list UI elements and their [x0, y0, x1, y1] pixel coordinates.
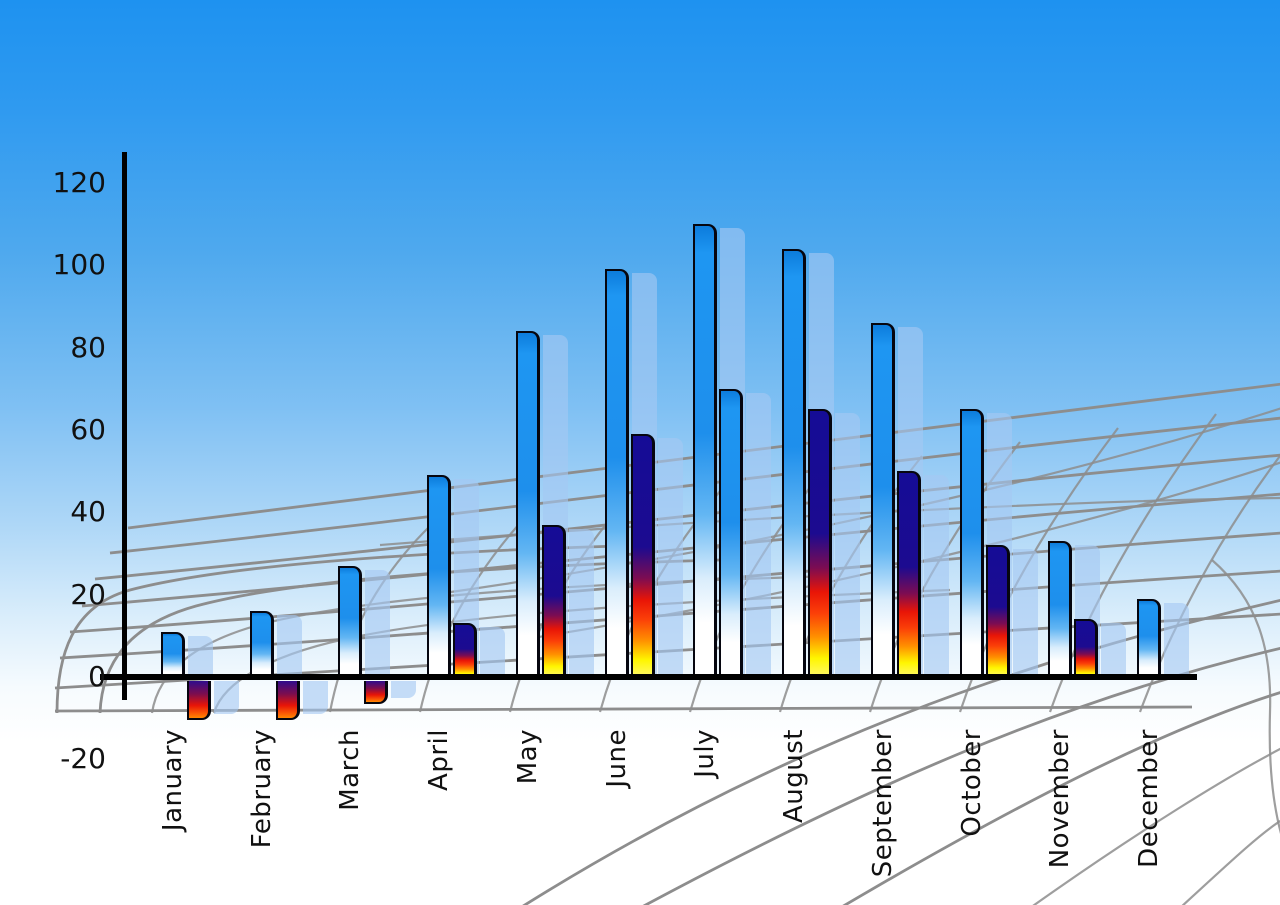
shadow-february-secondary	[303, 681, 328, 714]
shadow-october-secondary	[1013, 549, 1038, 677]
bar-august-primary	[782, 249, 806, 677]
bar-june-secondary	[631, 434, 655, 677]
bar-april-primary	[427, 475, 451, 677]
x-tick-label-june: June	[602, 729, 632, 788]
bar-february-primary	[250, 611, 274, 677]
shadow-september-secondary	[924, 475, 949, 677]
bar-september-secondary	[897, 471, 921, 677]
x-tick-label-december: December	[1134, 729, 1164, 868]
bar-march-secondary	[364, 681, 388, 704]
bar-november-primary	[1048, 541, 1072, 677]
x-tick-label-october: October	[957, 729, 987, 837]
y-tick-label-0: 0	[88, 660, 106, 693]
shadow-january-secondary	[214, 681, 239, 714]
x-tick-label-may: May	[513, 729, 543, 785]
shadow-march-secondary	[391, 681, 416, 698]
x-tick-label-august: August	[779, 729, 809, 823]
y-tick-label-60: 60	[70, 413, 106, 446]
bar-november-secondary	[1074, 619, 1098, 677]
bar-march-primary	[338, 566, 362, 677]
x-tick-label-september: September	[868, 729, 898, 878]
bar-december-primary	[1137, 599, 1161, 677]
y-tick-label-120: 120	[52, 166, 106, 199]
shadow-april-secondary	[480, 627, 505, 677]
shadow-march-primary	[365, 570, 390, 677]
shadow-july-secondary	[746, 393, 771, 677]
bar-august-secondary	[808, 409, 832, 677]
bar-february-secondary	[276, 681, 300, 720]
shadow-january-primary	[188, 636, 213, 677]
shadow-june-secondary	[658, 438, 683, 677]
bar-january-secondary	[187, 681, 211, 720]
bar-june-primary	[605, 269, 629, 677]
bar-july-secondary	[719, 389, 743, 677]
y-tick-label--20: -20	[60, 742, 106, 775]
bar-october-secondary	[986, 545, 1010, 677]
shadow-may-secondary	[569, 529, 594, 677]
shadow-february-primary	[277, 615, 302, 677]
y-axis-line	[122, 152, 127, 700]
bar-may-primary	[516, 331, 540, 677]
y-tick-label-80: 80	[70, 331, 106, 364]
x-axis-line	[100, 674, 1197, 680]
bar-september-primary	[871, 323, 895, 677]
y-tick-label-40: 40	[70, 495, 106, 528]
x-tick-label-april: April	[424, 729, 454, 791]
y-tick-label-100: 100	[52, 248, 106, 281]
bar-october-primary	[960, 409, 984, 677]
bar-may-secondary	[542, 525, 566, 677]
bar-april-secondary	[453, 623, 477, 677]
x-tick-label-january: January	[158, 729, 188, 832]
bar-january-primary	[161, 632, 185, 677]
bar-july-primary	[693, 224, 717, 677]
shadow-december-primary	[1164, 603, 1189, 677]
x-tick-label-july: July	[690, 729, 720, 778]
shadow-august-secondary	[835, 413, 860, 677]
x-tick-label-march: March	[335, 729, 365, 811]
y-tick-label-20: 20	[70, 578, 106, 611]
x-tick-label-november: November	[1045, 729, 1075, 869]
shadow-november-secondary	[1101, 623, 1126, 677]
x-tick-label-february: February	[247, 729, 277, 849]
